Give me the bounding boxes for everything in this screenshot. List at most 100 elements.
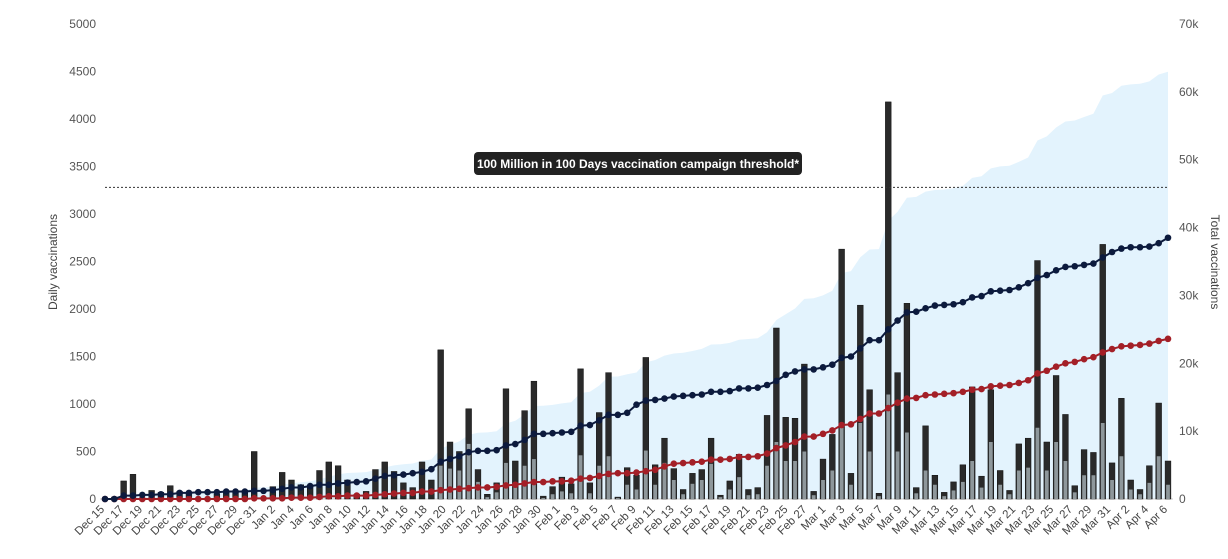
y-tick-label: 4500 (69, 65, 96, 79)
first-dose-point (614, 411, 622, 419)
daily-partial-bar (998, 484, 1003, 499)
fully-vaccinated-point (595, 472, 603, 480)
first-dose-point (1090, 260, 1097, 267)
first-dose-point (605, 411, 612, 419)
daily-partial-bar (988, 442, 993, 499)
fully-vaccinated-point (661, 463, 668, 470)
fully-vaccinated-point (241, 495, 249, 503)
first-dose-point (866, 336, 873, 344)
fully-vaccinated-point (1052, 363, 1060, 370)
fully-vaccinated-point (316, 493, 323, 501)
daily-partial-bar (1110, 480, 1114, 499)
fully-vaccinated-point (642, 467, 650, 475)
daily-partial-bar (1138, 494, 1142, 499)
first-dose-point (931, 302, 939, 309)
first-dose-point (1043, 271, 1051, 279)
fully-vaccinated-point (1043, 367, 1051, 375)
y-tick-label: 1500 (69, 350, 96, 364)
fully-vaccinated-point (511, 481, 519, 489)
first-dose-point (1071, 262, 1079, 270)
fully-vaccinated-point (959, 388, 967, 396)
daily-partial-bar (681, 494, 686, 499)
fully-vaccinated-point (493, 483, 500, 491)
first-dose-point (586, 421, 594, 429)
fully-vaccinated-point (1136, 341, 1144, 349)
first-dose-point (726, 387, 734, 395)
daily-partial-bar (653, 484, 658, 499)
first-dose-point (409, 469, 417, 477)
first-dose-point (511, 440, 519, 448)
cumulative-lines-layer (101, 234, 1172, 503)
fully-vaccinated-point (987, 383, 995, 390)
daily-partial-bar (699, 480, 704, 499)
y-tick-label: 2500 (69, 255, 96, 269)
y2-tick-label: 10k (1179, 424, 1199, 438)
fully-vaccinated-point (801, 433, 808, 440)
fully-vaccinated-point (1071, 358, 1079, 366)
y2-tick-label: 30k (1179, 288, 1199, 302)
first-dose-point (698, 391, 706, 398)
first-dose-point (1127, 243, 1134, 251)
fully-vaccinated-point (866, 410, 873, 417)
first-dose-point (922, 305, 929, 312)
y-tick-label: 0 (89, 492, 96, 506)
first-dose-point (894, 317, 901, 324)
fully-vaccinated-point (735, 453, 743, 461)
fully-vaccinated-point (418, 488, 426, 495)
fully-vaccinated-point (1099, 349, 1107, 356)
daily-partial-bar (1054, 442, 1058, 499)
fully-vaccinated-point (437, 486, 444, 494)
fully-vaccinated-point (1034, 370, 1041, 377)
first-dose-point (456, 452, 463, 460)
first-dose-point (987, 288, 995, 295)
fully-vaccinated-point (773, 444, 780, 452)
first-dose-point (166, 490, 174, 498)
daily-partial-bar (634, 489, 639, 499)
daily-partial-bar (662, 462, 667, 499)
first-dose-point (185, 489, 193, 497)
fully-vaccinated-point (1015, 379, 1023, 387)
daily-partial-bar (886, 394, 891, 499)
daily-partial-bar (709, 463, 713, 499)
daily-partial-bar (671, 480, 676, 499)
first-dose-point (139, 491, 146, 499)
first-dose-point (194, 488, 202, 496)
first-dose-point (940, 301, 948, 309)
first-dose-point (959, 298, 967, 306)
fully-vaccinated-point (782, 442, 789, 449)
fully-vaccinated-point (623, 469, 631, 477)
threshold-label-box (474, 152, 802, 175)
fully-vaccinated-point (549, 478, 556, 485)
daily-partial-bar (643, 450, 648, 499)
daily-partial-bar (830, 470, 835, 499)
fully-vaccinated-point (446, 486, 454, 493)
first-dose-point (493, 446, 500, 454)
fully-vaccinated-point (474, 484, 482, 491)
first-dose-point (353, 478, 361, 486)
first-dose-point (344, 479, 351, 487)
daily-partial-bar (793, 461, 797, 499)
y2-tick-label: 40k (1179, 221, 1199, 235)
daily-partial-bar (615, 498, 620, 499)
daily-bar (381, 461, 388, 500)
first-dose-point (856, 345, 864, 352)
first-dose-point (213, 488, 221, 496)
first-dose-point (670, 393, 678, 400)
daily-partial-bar (821, 480, 825, 499)
fully-vaccinated-point (875, 410, 883, 417)
first-dose-point (446, 455, 454, 463)
daily-partial-bar (933, 484, 937, 499)
fully-vaccinated-point (586, 474, 594, 482)
fully-vaccinated-point (484, 484, 491, 491)
threshold-label: 100 Million in 100 Days vaccination camp… (477, 157, 799, 171)
fully-vaccinated-point (558, 478, 566, 485)
daily-partial-bar (923, 470, 928, 499)
fully-vaccinated-point (679, 459, 687, 467)
first-dose-point (521, 436, 528, 444)
fully-vaccinated-point (698, 458, 706, 465)
daily-partial-bar (569, 493, 574, 499)
first-dose-point (651, 396, 659, 404)
daily-partial-bar (1044, 470, 1049, 499)
y-tick-label: 3500 (69, 160, 96, 174)
